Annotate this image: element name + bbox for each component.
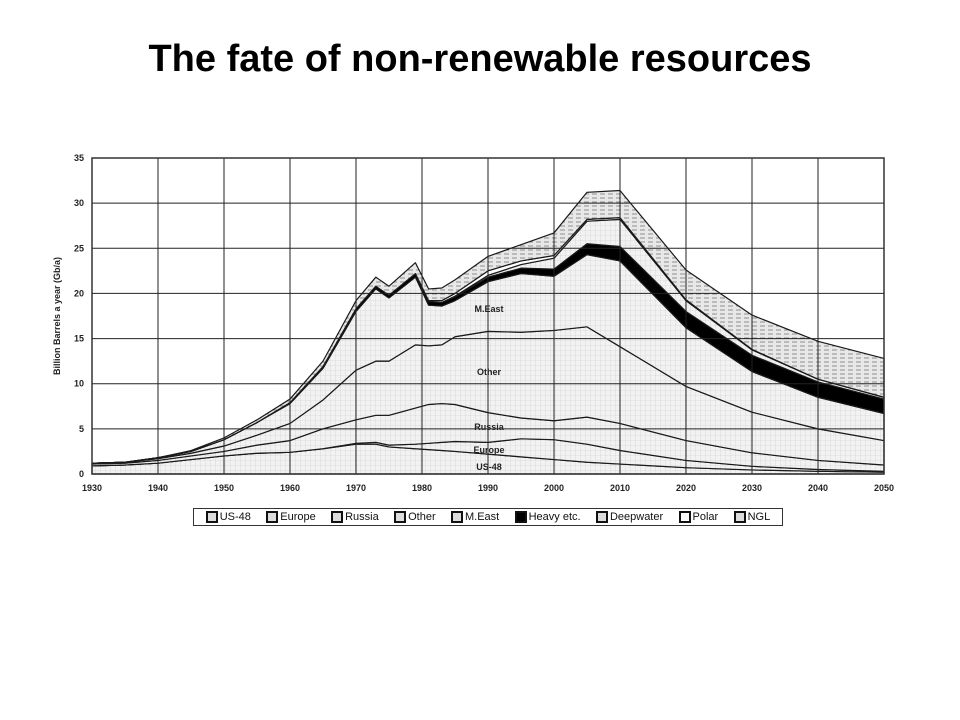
x-tick-label: 2000 xyxy=(544,483,564,493)
legend-label: Russia xyxy=(345,511,379,523)
y-tick-label: 15 xyxy=(74,334,84,344)
y-tick-label: 30 xyxy=(74,198,84,208)
legend-item-m-east: M.East xyxy=(451,511,499,523)
legend-swatch xyxy=(331,511,344,523)
y-tick-label: 25 xyxy=(74,243,84,253)
y-axis-label: Billion Barrels a year (Gb/a) xyxy=(52,257,62,375)
legend-label: Europe xyxy=(280,511,316,523)
x-tick-label: 1930 xyxy=(82,483,102,493)
annotation-europe: Europe xyxy=(473,445,504,455)
y-tick-label: 20 xyxy=(74,288,84,298)
x-tick-label: 2040 xyxy=(808,483,828,493)
y-tick-label: 5 xyxy=(79,424,84,434)
legend-swatch xyxy=(678,511,691,523)
annotation-us-48: US-48 xyxy=(476,462,502,472)
chart-legend: US-48 Europe Russia Other M.East Heavy etc. De… xyxy=(193,508,783,526)
legend-label: M.East xyxy=(465,511,500,523)
legend-label: US-48 xyxy=(219,511,251,523)
legend-item-heavy-etc: Heavy etc. xyxy=(514,511,581,523)
legend-item-deepwater: Deepwater xyxy=(595,511,664,523)
x-tick-label: 2010 xyxy=(610,483,630,493)
legend-swatch xyxy=(451,511,463,523)
legend-swatch xyxy=(733,511,746,523)
legend-label: NGL xyxy=(747,511,771,523)
plot-border xyxy=(91,157,885,475)
legend-item-us-48: US-48 xyxy=(205,511,251,523)
legend-label: Deepwater xyxy=(609,511,664,523)
y-tick-label: 35 xyxy=(74,153,84,163)
y-tick-label: 0 xyxy=(79,469,84,479)
annotation-m-east: M.East xyxy=(474,304,503,314)
x-tick-label: 1970 xyxy=(346,483,366,493)
legend-swatch xyxy=(514,511,527,523)
legend-label: Other xyxy=(408,511,436,523)
legend-label: Heavy etc. xyxy=(528,511,581,523)
x-tick-label: 2050 xyxy=(874,483,894,493)
slide-title: The fate of non-renewable resources xyxy=(148,38,812,80)
legend-swatch xyxy=(394,511,407,523)
x-tick-label: 1950 xyxy=(214,483,234,493)
x-tick-label: 1990 xyxy=(478,483,498,493)
x-tick-label: 1960 xyxy=(280,483,300,493)
annotation-russia: Russia xyxy=(474,422,505,432)
legend-item-europe: Europe xyxy=(266,511,316,523)
x-tick-label: 1940 xyxy=(148,483,168,493)
x-tick-label: 2030 xyxy=(742,483,762,493)
legend-item-ngl: NGL xyxy=(733,511,771,523)
legend-swatch xyxy=(595,511,608,523)
legend-item-polar: Polar xyxy=(678,511,719,523)
legend-item-other: Other xyxy=(394,511,436,523)
x-tick-label: 2020 xyxy=(676,483,696,493)
legend-swatch xyxy=(266,511,279,523)
annotation-other: Other xyxy=(477,367,502,377)
y-tick-label: 10 xyxy=(74,379,84,389)
legend-item-russia: Russia xyxy=(331,511,379,523)
legend-label: Polar xyxy=(692,511,719,523)
x-tick-label: 1980 xyxy=(412,483,432,493)
legend-swatch xyxy=(205,511,218,523)
